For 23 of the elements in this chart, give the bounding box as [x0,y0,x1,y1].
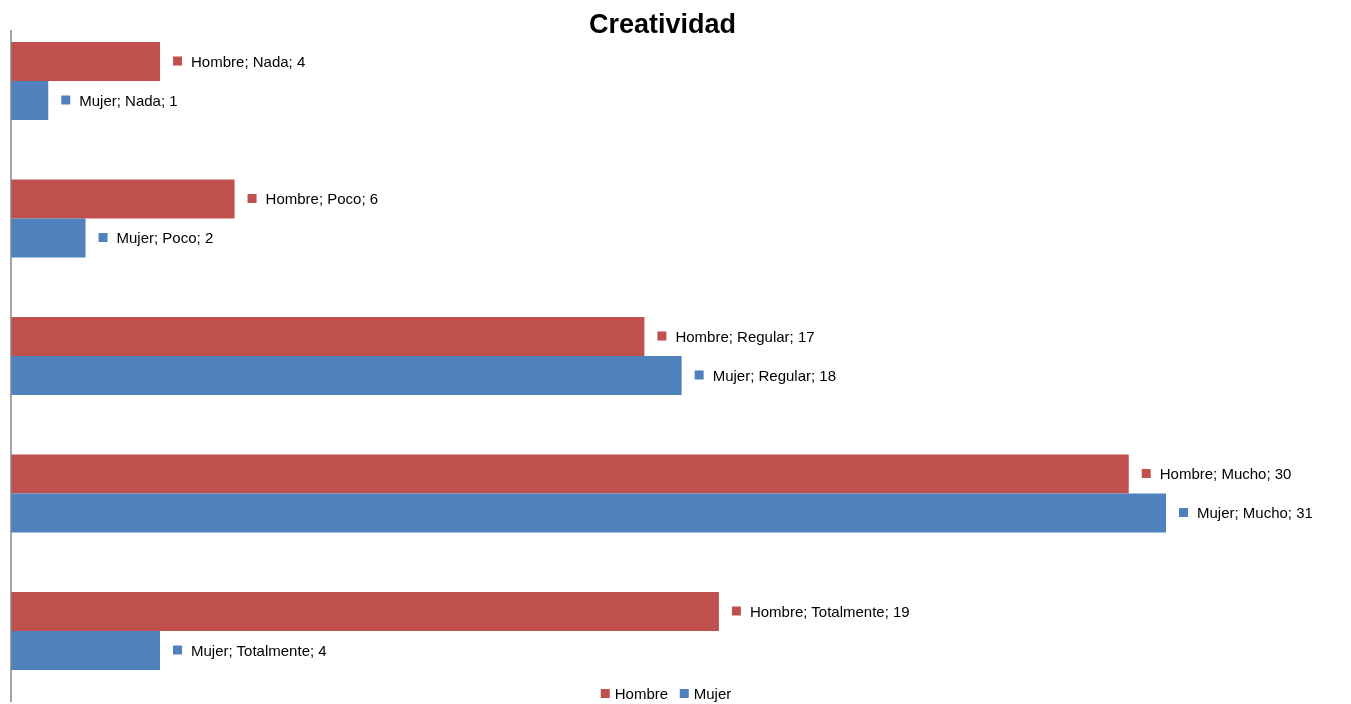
data-label: Mujer; Regular; 18 [712,366,837,384]
data-label: Hombre; Nada; 4 [191,52,306,70]
bar [11,179,235,219]
bar [11,454,1129,494]
bar [11,317,645,356]
data-label: Mujer; Totalmente; 4 [191,641,327,659]
legend-label: Hombre [614,685,669,703]
legend-label: Mujer [693,685,732,703]
bar [11,81,49,120]
bar [11,356,682,395]
data-label: Mujer; Mucho; 31 [1197,504,1313,522]
bar [11,493,1166,533]
data-label: Hombre; Regular; 17 [675,327,815,345]
data-label: Mujer; Nada; 1 [79,91,178,109]
data-label: Hombre; Poco; 6 [265,190,379,208]
bar [11,592,719,631]
data-label: Hombre; Mucho; 30 [1159,465,1292,483]
bar [11,218,86,258]
data-label: Mujer; Poco; 2 [116,229,214,247]
data-label: Hombre; Totalmente; 19 [749,602,910,620]
chart-title: Creatividad [588,9,737,40]
bar [11,631,161,670]
bar [11,42,161,81]
